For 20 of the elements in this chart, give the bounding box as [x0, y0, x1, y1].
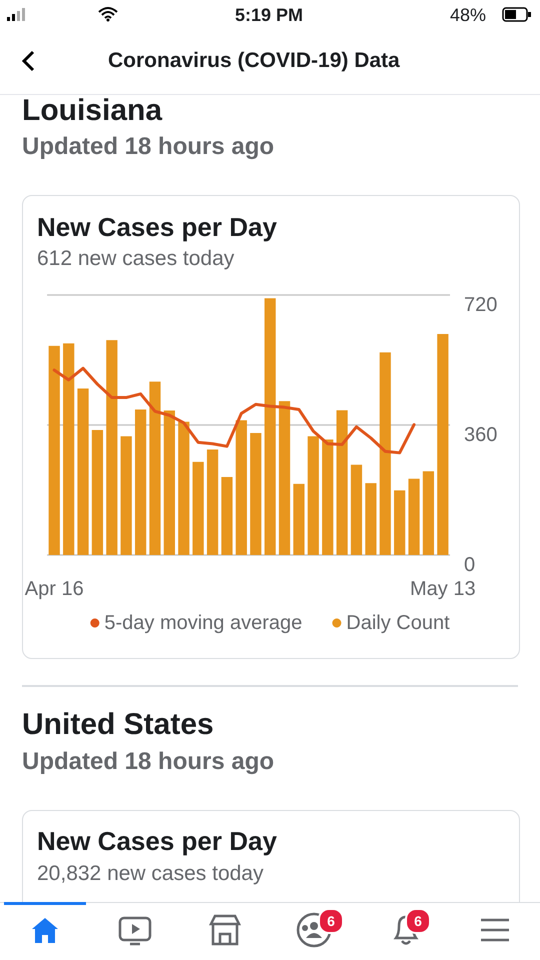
- text: 48%: [450, 5, 486, 26]
- text: New Cases per Day: [37, 826, 277, 857]
- x-tick-label: May 13: [410, 578, 476, 600]
- text: 5:19 PM: [235, 5, 304, 26]
- chart-title: New Cases per Day: [37, 212, 277, 243]
- text: Louisiana: [22, 94, 162, 128]
- text: Coronavirus (COVID-19) Data: [108, 49, 400, 73]
- x-tick-label: Apr 16: [24, 578, 84, 600]
- chart-subtitle: 612 new cases today: [37, 247, 234, 271]
- text: Updated 18 hours ago: [22, 748, 274, 776]
- text: United States: [22, 708, 214, 742]
- y-tick-label: 720: [464, 294, 498, 316]
- text: 6: [405, 908, 431, 934]
- text: Updated 18 hours ago: [22, 133, 274, 161]
- legend-label: Daily Count: [346, 612, 450, 634]
- text: 6: [318, 908, 344, 934]
- legend-label: 5-day moving average: [104, 612, 302, 634]
- y-tick-label: 360: [464, 424, 498, 446]
- y-tick-label: 0: [464, 554, 476, 576]
- text: 20,832 new cases today: [37, 862, 264, 886]
